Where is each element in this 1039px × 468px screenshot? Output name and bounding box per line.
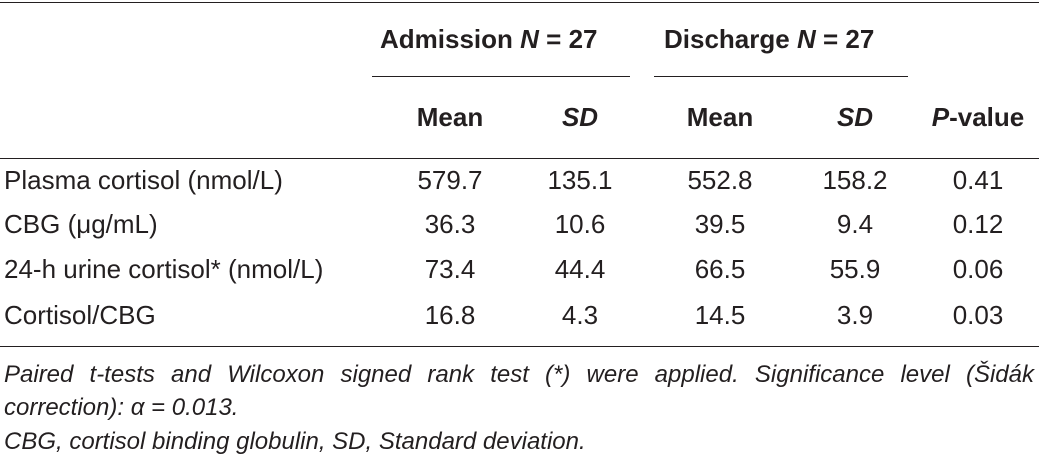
admission-mean-cell: 579.7 bbox=[417, 165, 483, 195]
p-value-cell: 0.12 bbox=[952, 209, 1004, 239]
table-top-rule bbox=[0, 2, 1039, 3]
p-letter: P bbox=[931, 102, 950, 132]
discharge-group-rule bbox=[654, 76, 908, 77]
admission-sd-cell: 4.3 bbox=[561, 300, 599, 330]
table-row: Cortisol/CBG 16.8 4.3 14.5 3.9 0.03 bbox=[0, 295, 1039, 335]
row-label: Plasma cortisol (nmol/L) bbox=[4, 165, 283, 195]
table-row: CBG (μg/mL) 36.3 10.6 39.5 9.4 0.12 bbox=[0, 204, 1039, 244]
discharge-sd-cell: 55.9 bbox=[829, 254, 881, 284]
admission-group-rule bbox=[372, 76, 630, 77]
discharge-sd-cell: 158.2 bbox=[822, 165, 888, 195]
discharge-mean-cell: 66.5 bbox=[694, 254, 746, 284]
discharge-mean-cell: 39.5 bbox=[694, 209, 746, 239]
p-value-cell: 0.03 bbox=[952, 300, 1004, 330]
admission-mean-cell: 36.3 bbox=[424, 209, 476, 239]
table-bottom-rule bbox=[0, 346, 1039, 347]
admission-sd-cell: 44.4 bbox=[554, 254, 606, 284]
header-bottom-rule bbox=[0, 158, 1039, 159]
footnote-abbreviations: CBG, cortisol binding globulin, SD, Stan… bbox=[4, 428, 586, 455]
group-n-value: = 27 bbox=[815, 24, 875, 54]
admission-sd-cell: 10.6 bbox=[554, 209, 606, 239]
group-n-value: = 27 bbox=[538, 24, 598, 54]
table-row: 24-h urine cortisol* (nmol/L) 73.4 44.4 … bbox=[0, 249, 1039, 289]
p-value-cell: 0.41 bbox=[952, 165, 1004, 195]
p-value-cell: 0.06 bbox=[952, 254, 1004, 284]
admission-mean-cell: 73.4 bbox=[424, 254, 476, 284]
group-label: Admission bbox=[380, 24, 513, 54]
row-label: Cortisol/CBG bbox=[4, 300, 156, 330]
row-label: CBG (μg/mL) bbox=[4, 209, 158, 239]
col-header-admission-mean: Mean bbox=[416, 102, 484, 132]
discharge-mean-cell: 14.5 bbox=[694, 300, 746, 330]
row-label: 24-h urine cortisol* (nmol/L) bbox=[4, 254, 324, 284]
group-n-label: N bbox=[796, 24, 816, 54]
footnote-tests: Paired t-tests and Wilcoxon signed rank … bbox=[4, 361, 1034, 421]
group-header-admission: Admission N = 27 bbox=[380, 20, 598, 58]
group-n-label: N bbox=[520, 24, 539, 54]
col-header-p-value: P-value bbox=[920, 98, 1036, 136]
discharge-sd-cell: 9.4 bbox=[836, 209, 874, 239]
p-suffix: -value bbox=[949, 102, 1025, 132]
group-label: Discharge bbox=[664, 24, 790, 54]
discharge-sd-cell: 3.9 bbox=[836, 300, 874, 330]
col-header-discharge-sd: SD bbox=[836, 102, 874, 132]
col-header-discharge-mean: Mean bbox=[686, 102, 754, 132]
group-header-discharge: Discharge N = 27 bbox=[664, 20, 874, 58]
col-header-admission-sd: SD bbox=[561, 102, 599, 132]
discharge-mean-cell: 552.8 bbox=[687, 165, 753, 195]
admission-sd-cell: 135.1 bbox=[547, 165, 613, 195]
admission-mean-cell: 16.8 bbox=[424, 300, 476, 330]
table-row: Plasma cortisol (nmol/L) 579.7 135.1 552… bbox=[0, 160, 1039, 200]
